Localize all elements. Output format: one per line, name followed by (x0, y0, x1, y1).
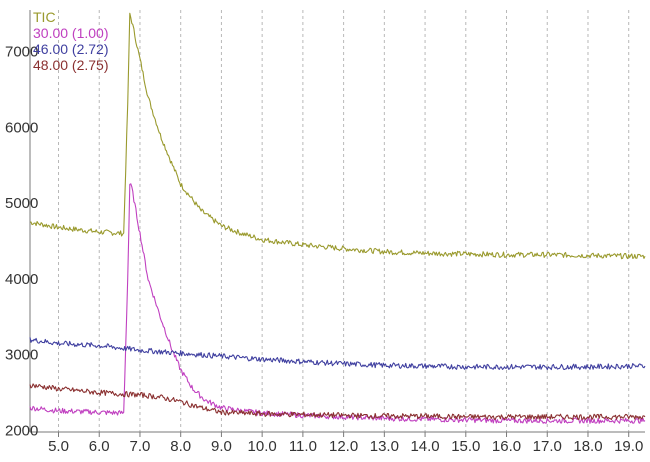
y-tick-labels: 2000 3000 4000 5000 6000 7000 (5, 44, 38, 440)
series-line-0 (29, 12, 646, 260)
x-tick-label: 17.0 (533, 438, 562, 455)
x-tick-label: 15.0 (451, 438, 480, 455)
y-tick-label: 6000 (5, 119, 38, 136)
series-line-3 (29, 383, 646, 421)
x-tick-label: 9.0 (211, 438, 232, 455)
grid-lines (58, 10, 630, 432)
x-tick-label: 6.0 (89, 438, 110, 455)
legend-entry: 30.00 (1.00) (33, 25, 109, 41)
series-line-2 (29, 337, 646, 371)
series-line-1 (29, 183, 646, 424)
y-tick-label: 5000 (5, 195, 38, 212)
y-tick-label: 3000 (5, 347, 38, 364)
x-tick-label: 11.0 (289, 438, 317, 455)
legend-entry: 48.00 (2.75) (33, 57, 109, 73)
legend-entry: 46.00 (2.72) (33, 41, 109, 57)
y-tick-label: 4000 (5, 271, 38, 288)
x-tick-label: 19.0 (614, 438, 643, 455)
y-tick-label: 2000 (5, 422, 38, 439)
x-tick-label: 12.0 (329, 438, 358, 455)
x-tick-label: 13.0 (370, 438, 399, 455)
axes (29, 10, 645, 433)
x-tick-label: 18.0 (573, 438, 602, 455)
series-lines (29, 12, 646, 424)
legend-entry: TIC (33, 9, 56, 25)
x-tick-label: 5.0 (48, 438, 69, 455)
x-tick-label: 16.0 (492, 438, 521, 455)
y-tick-label: 7000 (5, 44, 38, 61)
x-tick-labels: 5.0 6.0 7.0 8.0 9.0 10.0 11.0 12.0 13.0 14.0 15.0 1… (48, 432, 643, 455)
x-tick-label: 14.0 (410, 438, 439, 455)
x-tick-label: 10.0 (248, 438, 277, 455)
x-tick-label: 7.0 (130, 438, 151, 455)
x-tick-label: 8.0 (170, 438, 191, 455)
